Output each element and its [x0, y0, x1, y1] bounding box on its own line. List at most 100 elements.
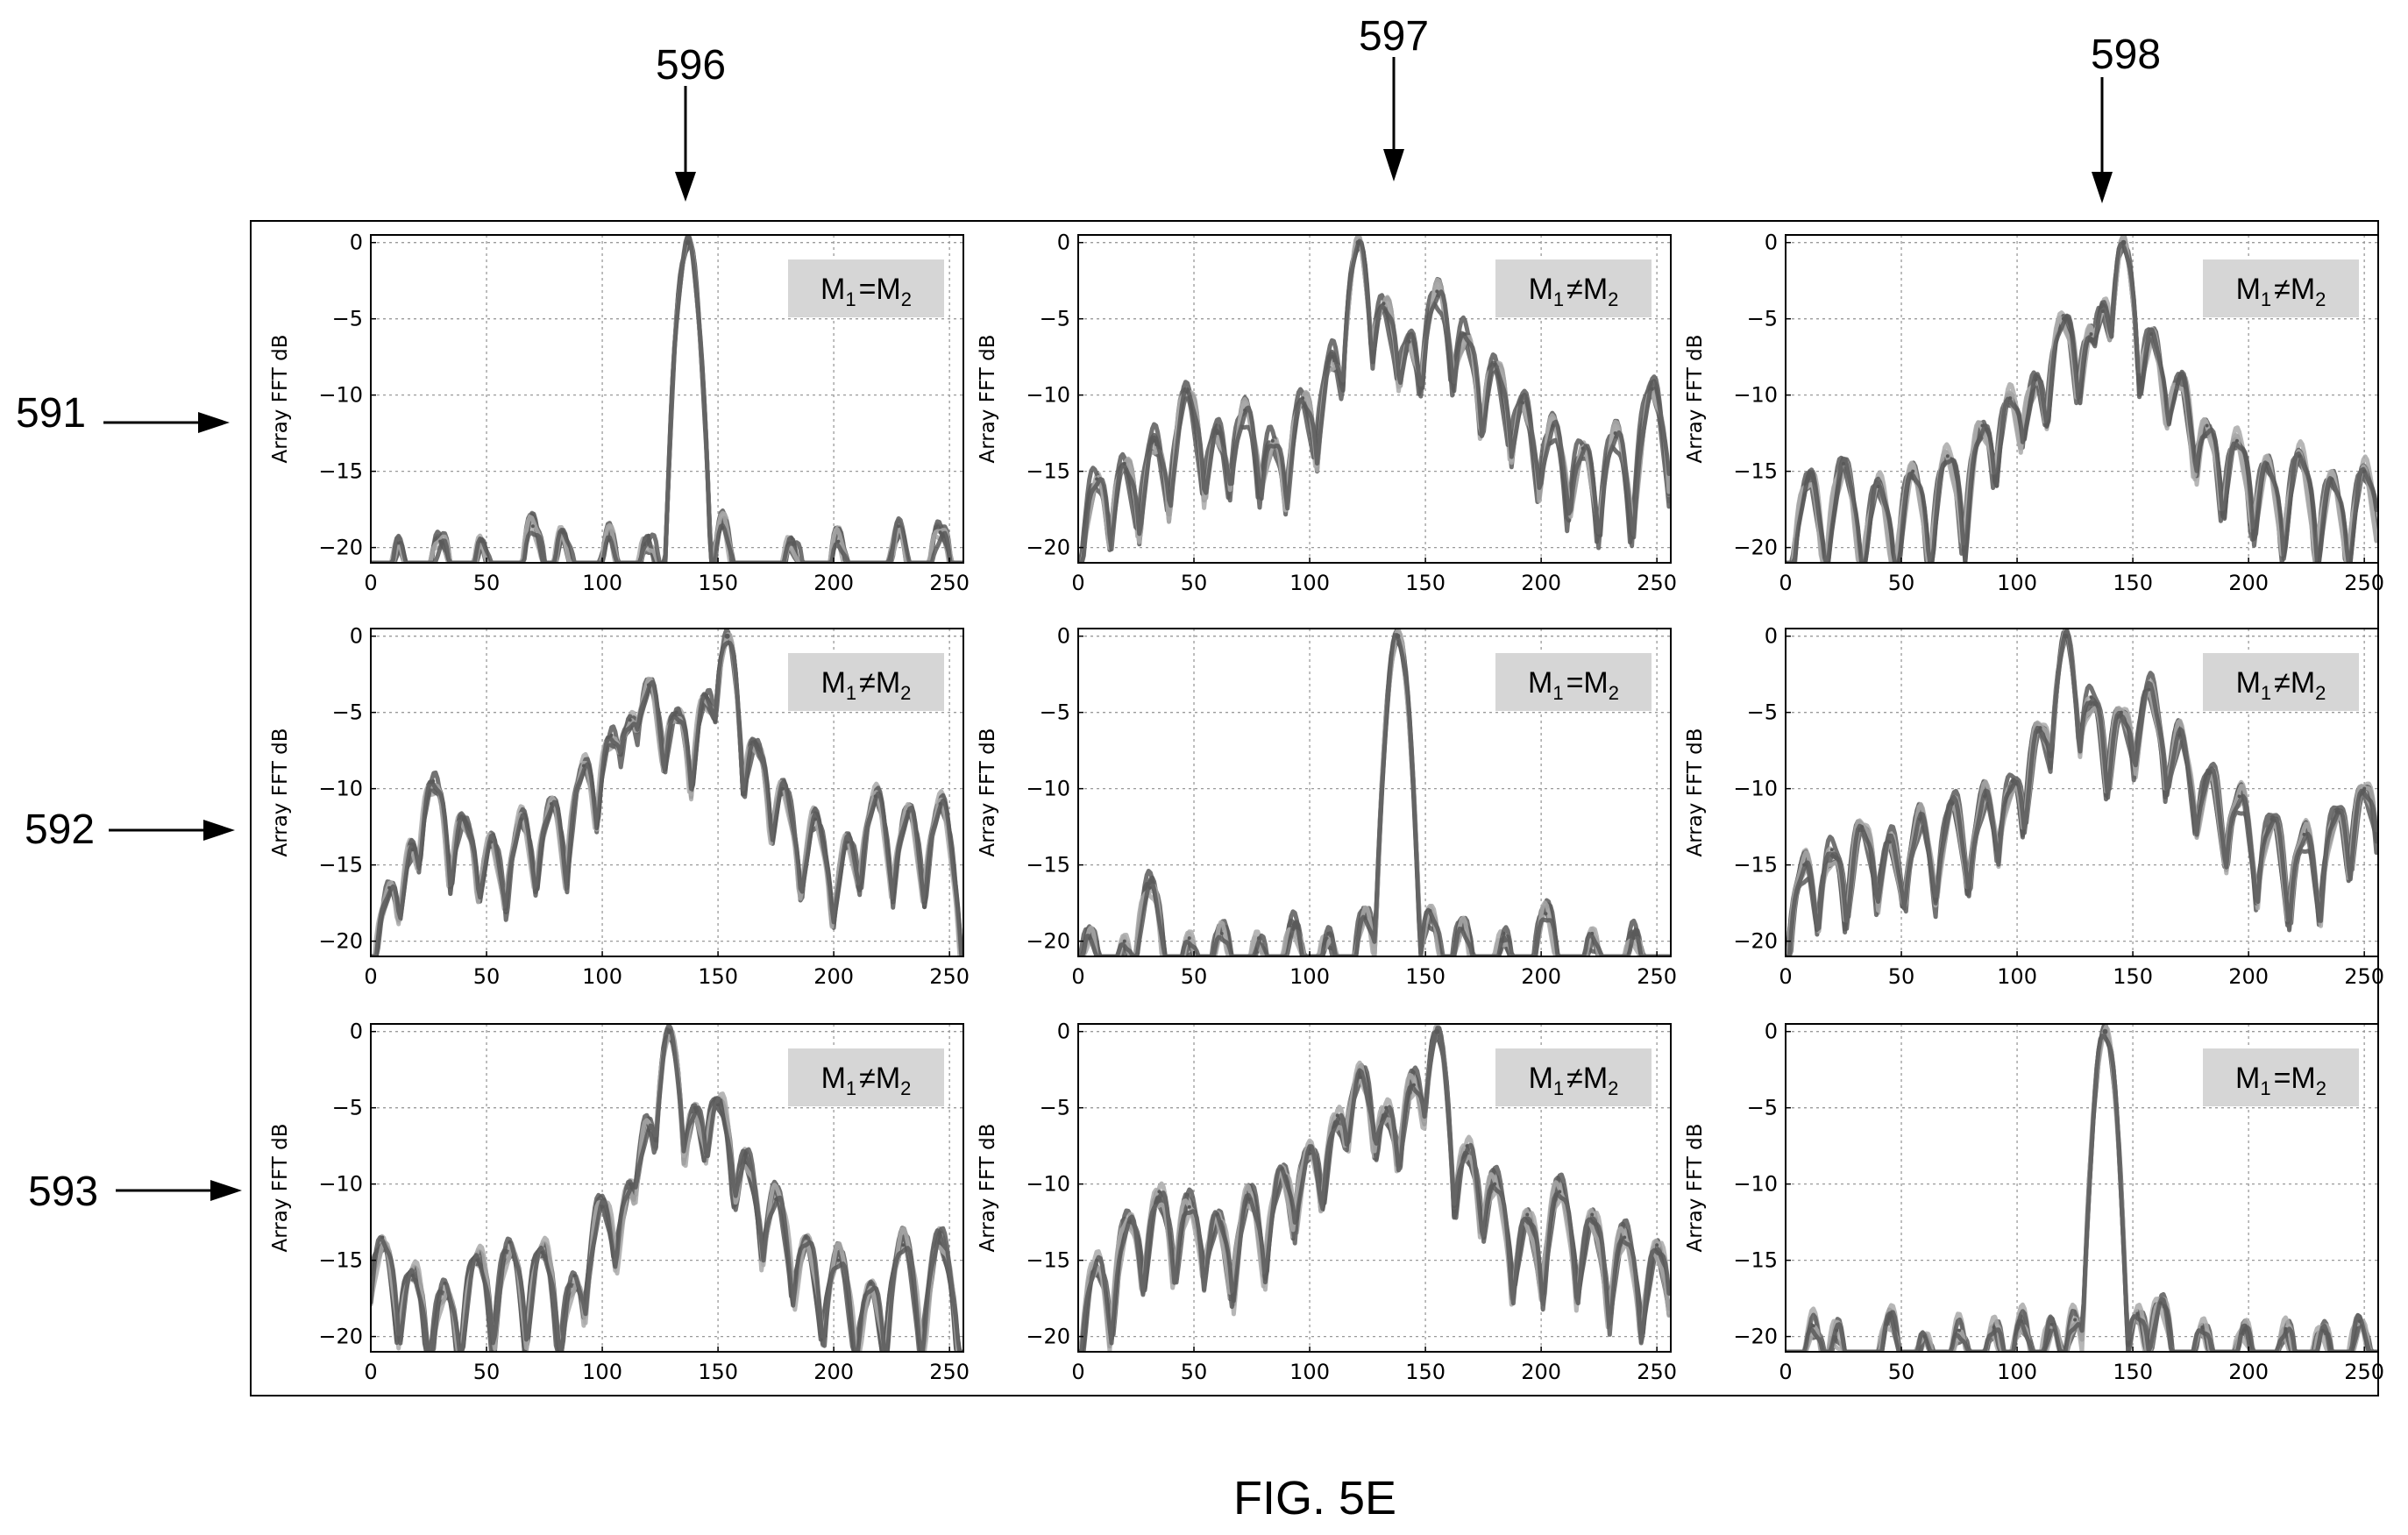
side-peak-point — [1551, 423, 1555, 428]
side-peak-point — [646, 1128, 650, 1133]
x-tick-label: 250 — [929, 964, 970, 989]
badge-operator: ≠ — [1566, 273, 1583, 306]
y-tick-label: −10 — [318, 383, 363, 408]
side-peak-point — [704, 695, 708, 700]
badge-background — [2203, 1048, 2359, 1106]
side-peak-point — [1918, 817, 1922, 821]
condition-badge: M1≠M2 — [788, 653, 944, 711]
x-tick-label: 250 — [2344, 571, 2384, 595]
peak-markers — [1095, 1028, 1659, 1262]
badge-operator: ≠ — [2274, 666, 2291, 700]
side-peak-point — [1983, 794, 1987, 799]
side-peak-point — [1219, 931, 1224, 935]
side-peak-point — [2061, 316, 2065, 321]
y-axis-label: Array FFT dB — [269, 334, 292, 463]
x-tick-label: 250 — [929, 1360, 970, 1384]
side-peak-point — [431, 778, 436, 783]
series-line — [1786, 1034, 2378, 1352]
side-peak-point — [475, 1258, 479, 1262]
badge-sub1: 1 — [1553, 1077, 1564, 1099]
badge-m1: M — [2235, 1062, 2260, 1095]
badge-sub2: 2 — [900, 682, 911, 704]
y-axis-label: Array FFT dB — [269, 1123, 292, 1252]
axis-box — [1785, 1023, 2379, 1353]
y-tick-label: −20 — [1733, 536, 1778, 560]
y-tick-label: −20 — [1026, 536, 1070, 560]
condition-badge: M1=M2 — [788, 259, 944, 317]
main-peak-point — [2120, 239, 2127, 245]
chart-panel-r2c3: 0 50 100 150 200 250 0 −5 −10 −15 −20 Array FFT dB M… — [1684, 624, 2384, 989]
badge-sub1: 1 — [1553, 288, 1564, 310]
side-peak-point — [2298, 454, 2302, 458]
badge-m1: M — [1529, 1062, 1553, 1095]
y-tick-label: 0 — [350, 624, 363, 649]
side-peak-point — [938, 1231, 942, 1235]
row-ref-593: 593 — [28, 1169, 98, 1215]
x-tick-label: 100 — [582, 571, 622, 595]
side-peak-point — [906, 809, 910, 814]
side-peak-point — [1590, 931, 1595, 935]
side-peak-point — [1460, 927, 1465, 931]
side-peak-point — [1493, 362, 1497, 366]
x-tick-label: 100 — [1289, 1360, 1330, 1384]
y-tick-label: −5 — [1040, 700, 1070, 725]
main-peak-point — [2102, 1028, 2108, 1034]
y-tick-label: −5 — [332, 700, 363, 725]
badge-m2: M — [1583, 1062, 1608, 1095]
side-peak-point — [2020, 1319, 2024, 1324]
x-tick-label: 150 — [698, 571, 738, 595]
series-line — [1078, 629, 1671, 956]
y-tick-label: 0 — [1057, 231, 1070, 255]
series-line — [371, 235, 963, 563]
side-peak-point — [1835, 1328, 1839, 1332]
row-ref-591: 591 — [16, 390, 86, 437]
side-peak-point — [1407, 339, 1411, 344]
side-peak-point — [530, 524, 535, 529]
y-tick-label: −20 — [1026, 1325, 1070, 1349]
side-peak-point — [1911, 469, 1915, 473]
x-tick-label: 150 — [1405, 571, 1446, 595]
side-peak-point — [938, 530, 942, 535]
y-tick-label: −15 — [318, 459, 363, 484]
x-tick-label: 0 — [1779, 1360, 1792, 1384]
side-peak-point — [607, 537, 611, 542]
x-tick-label: 0 — [1779, 571, 1792, 595]
side-peak-point — [519, 817, 523, 821]
badge-label: M1=M2 — [2235, 1062, 2326, 1099]
side-peak-point — [609, 733, 614, 737]
y-tick-label: −5 — [1747, 1096, 1778, 1120]
badge-m2: M — [1583, 666, 1608, 700]
side-peak-point — [2362, 786, 2367, 791]
condition-badge: M1≠M2 — [1495, 259, 1652, 317]
x-tick-label: 50 — [473, 964, 501, 989]
badge-background — [788, 653, 944, 711]
badge-sub1: 1 — [846, 1077, 856, 1099]
side-peak-point — [845, 840, 849, 844]
x-tick-label: 50 — [1181, 1360, 1208, 1384]
x-tick-label: 100 — [1997, 1360, 2037, 1384]
side-peak-point — [1331, 355, 1335, 359]
badge-sub2: 2 — [1608, 1077, 1618, 1099]
side-peak-point — [1428, 908, 1432, 913]
x-tick-label: 250 — [1637, 1360, 1677, 1384]
side-peak-point — [1655, 1243, 1659, 1247]
y-axis-label: Array FFT dB — [1684, 1123, 1707, 1252]
side-peak-point — [1153, 438, 1157, 443]
x-tick-label: 0 — [364, 571, 377, 595]
side-peak-point — [2302, 832, 2306, 836]
side-peak-point — [836, 539, 841, 544]
badge-label: M1≠M2 — [821, 666, 912, 704]
badge-m2: M — [876, 666, 900, 700]
y-tick-label: 0 — [350, 1020, 363, 1044]
side-peak-point — [646, 683, 650, 687]
side-peak-point — [1187, 1205, 1191, 1209]
chart-panel-r3c1: 0 50 100 150 200 250 0 −5 −10 −15 −20 Array FFT dB M… — [269, 1020, 970, 1384]
side-peak-point — [1887, 840, 1892, 844]
side-peak-point — [1650, 387, 1654, 391]
badge-m1: M — [2236, 273, 2261, 306]
side-peak-point — [693, 1105, 697, 1110]
side-peak-point — [410, 1274, 415, 1278]
side-peak-point — [1544, 912, 1548, 916]
side-peak-point — [873, 794, 877, 799]
x-tick-label: 0 — [364, 1360, 377, 1384]
